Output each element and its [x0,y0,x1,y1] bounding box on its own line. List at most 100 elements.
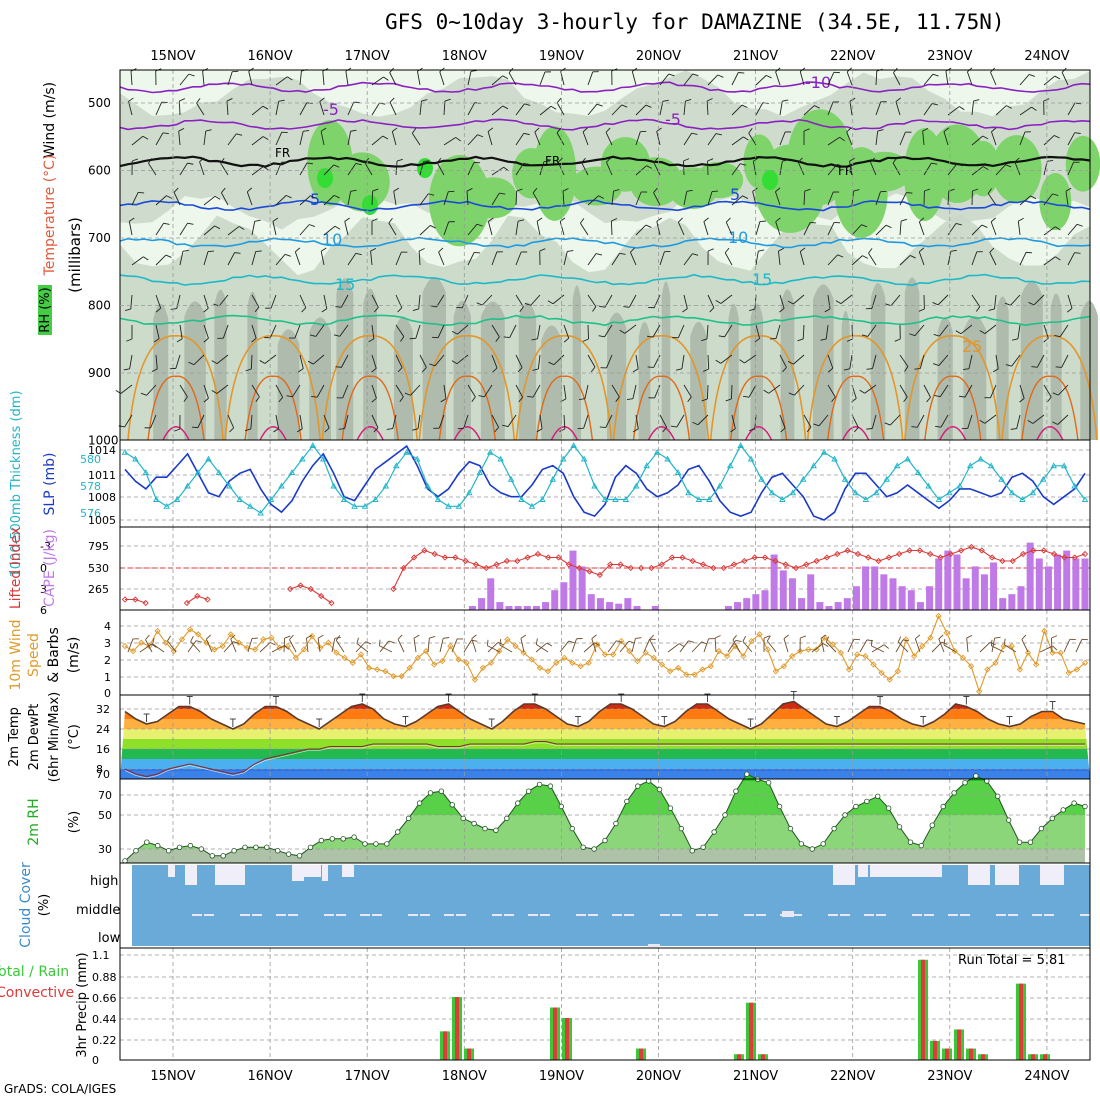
wind-barb-flag [598,195,605,199]
rh-marker [907,839,914,845]
thickness-marker [633,482,640,489]
wind-speed-marker [740,653,747,660]
wind-barb [128,221,133,236]
date-label-top: 21NOV [733,49,778,64]
wind-barb-flag [581,157,586,163]
rh-marker [536,781,543,788]
temp-tick-label: 24 [96,723,110,736]
wind-barb-flag [715,300,722,304]
wind-barb [438,251,445,266]
wind-speed-marker [544,668,552,675]
temperature-contour [827,375,885,441]
cloud-gap-middle [1032,914,1042,916]
wind-barb [584,384,589,399]
precip-frame [119,947,1091,1061]
wind-barb-flag [1005,364,1012,367]
wind-barb [893,72,901,86]
wind-speed-marker [927,634,934,641]
thickness-marker [319,455,327,462]
rh-shade-dark [870,282,886,440]
wind-barb [155,102,163,116]
rh-marker [885,805,892,811]
wind-speed-marker [333,649,340,656]
wind-barb-flag [559,428,566,432]
lifted-index-marker [287,585,294,593]
lifted-index-marker [1030,547,1037,554]
thickness-marker [257,509,264,516]
cloud-gap-high [233,865,245,885]
wind-barb-flag [532,187,538,194]
wind-speed-marker [748,637,755,645]
rh-marker [580,844,586,850]
lifted-index-marker [947,550,954,558]
wind-barb [395,251,402,266]
wind-barb [220,162,229,176]
wind-barb-flag [800,635,807,639]
wind-barb-flag [740,163,747,166]
wind-barb [659,414,668,428]
cape-bar [505,606,513,610]
temperature-contour [1036,426,1064,441]
precip-convective-bar [1019,983,1023,1060]
wind-barb [438,414,445,429]
wind-barb [507,414,517,427]
wind-barb [703,221,709,236]
wind-barb [995,105,1007,116]
wind-barb [793,354,805,365]
wind-barb [697,414,709,426]
wind-barb-flag [502,105,509,110]
temperature-contour [119,273,1091,287]
lifted-index-marker [988,554,996,561]
slp-tick-label: 1005 [88,514,116,527]
wind-barb-flag [214,195,221,200]
cape-bar [624,598,632,610]
rh-marker [416,800,423,806]
wind-speed-marker [308,632,316,640]
rh-marker [602,837,608,844]
wind-barb-flag [894,338,901,342]
wind-barb-flag [991,127,997,133]
cape-bar [990,562,998,610]
rh-shade-dark [963,315,987,440]
wind-barb-flag [1054,334,1061,338]
thickness-marker [215,469,223,475]
rh-shade-dark [638,321,651,440]
wind-barb-flag [831,396,836,402]
wind-barb [515,133,525,146]
cloud-gap-high [303,865,321,877]
wind-barb [582,131,589,146]
date-label-bottom: 19NOV [539,1069,584,1084]
wind-barb [990,221,997,236]
rh-marker [525,788,532,794]
wind-barb-flag [580,218,585,224]
wind-barb [155,294,162,309]
wind-barb-flag [334,225,341,230]
wind-speed-marker [878,669,885,677]
wind-barb [783,638,789,653]
wind-barb-flag [835,300,842,305]
cape-bar [651,606,659,610]
wind-barb-flag [707,158,714,162]
wind-barb [799,251,805,266]
wind-barb-flag [262,105,269,110]
wind-barb-flag [924,188,931,192]
wind-barb-flag [429,363,436,367]
wind-barb [251,166,264,176]
wind-barb [342,384,349,399]
wind-barb-flag [1018,217,1024,222]
rh-shade-green [966,140,1000,197]
wind-barb-flag [933,334,940,337]
wind-barb [179,324,183,339]
thickness-marker [570,442,577,448]
wind-barb [995,164,1006,176]
wind-speed-marker [854,651,861,658]
temp-tick-label: 32 [96,703,110,716]
lifted-index-marker [1009,557,1016,565]
rh-shade-dark [184,301,206,440]
wind-barb [611,384,620,398]
wind-barb [388,222,397,236]
wind-barb [482,294,493,306]
wind-barb [131,135,144,146]
wind-barb-flag [1051,635,1058,639]
